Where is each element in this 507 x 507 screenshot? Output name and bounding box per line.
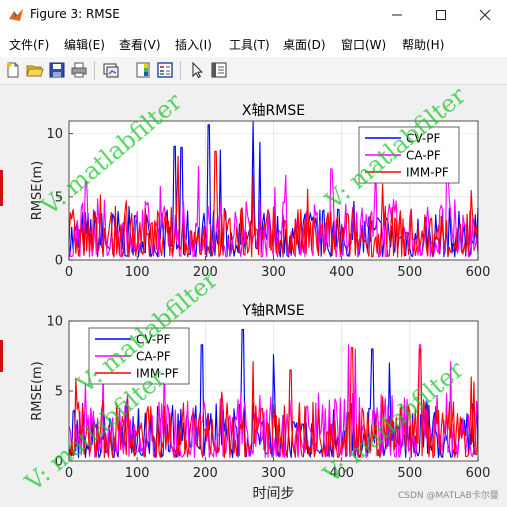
title-bar: Figure 3: RMSE xyxy=(0,0,507,30)
menu-view[interactable]: 查看(V) xyxy=(119,38,161,52)
x-tick-label: 100 xyxy=(125,265,150,280)
x-tick-label: 0 xyxy=(65,265,73,280)
axes-2: 0 100 200 300 400 500 600 0 5 10 Y轴RMSE RMSE(m) 时间步 C… xyxy=(30,303,490,502)
property-inspector-icon[interactable] xyxy=(210,61,228,79)
y-tick-label: 0 xyxy=(55,254,63,269)
menu-window[interactable]: 窗口(W) xyxy=(341,38,387,52)
y-tick-label: 10 xyxy=(46,315,63,330)
x-tick-label: 600 xyxy=(466,466,491,481)
save-icon[interactable] xyxy=(48,61,66,79)
x-tick-label: 500 xyxy=(397,265,422,280)
legend-label: CV-PF xyxy=(136,333,170,347)
y-tick-label: 0 xyxy=(55,455,63,470)
matlab-figure-icon xyxy=(9,9,23,21)
legend: CV-PF CA-PF IMM-PF xyxy=(358,126,460,184)
x-tick-label: 0 xyxy=(65,466,73,481)
edit-plot-icon[interactable] xyxy=(188,61,206,79)
x-tick-label: 300 xyxy=(261,466,286,481)
legend: CV-PF CA-PF IMM-PF xyxy=(88,327,190,385)
x-tick-label: 500 xyxy=(397,466,422,481)
x-tick-label: 400 xyxy=(329,466,354,481)
edge-artifact xyxy=(0,340,3,372)
menu-bar: 文件(F) 编辑(E) 查看(V) 插入(I) 工具(T) 桌面(D) 窗口(W… xyxy=(0,30,507,57)
menu-help[interactable]: 帮助(H) xyxy=(402,38,445,52)
menu-edit[interactable]: 编辑(E) xyxy=(64,38,105,52)
axes-title: X轴RMSE xyxy=(242,103,305,119)
series-line-ca-pf xyxy=(68,344,479,459)
csdn-footer: CSDN @MATLAB卡尔曼 xyxy=(398,491,499,501)
insert-colorbar-icon[interactable] xyxy=(134,61,152,79)
edge-artifact xyxy=(0,170,3,206)
series-line-imm-pf xyxy=(68,347,479,459)
close-icon[interactable] xyxy=(463,0,507,30)
y-tick-label: 5 xyxy=(55,190,63,205)
y-axis-label: RMSE(m) xyxy=(30,161,45,221)
series-line-imm-pf xyxy=(68,150,479,258)
maximize-icon[interactable] xyxy=(419,0,463,30)
y-tick-label: 5 xyxy=(55,385,63,400)
x-tick-label: 100 xyxy=(125,466,150,481)
x-tick-label: 200 xyxy=(193,265,218,280)
insert-legend-icon[interactable] xyxy=(156,61,174,79)
toolbar-separator xyxy=(180,61,181,80)
x-tick-label: 400 xyxy=(329,265,354,280)
rmse-plots: 0 100 200 300 400 500 6000510X轴RMSERMSE(m)CV-P… xyxy=(30,103,490,502)
legend-label: CA-PF xyxy=(406,149,441,163)
axes-title: Y轴RMSE xyxy=(241,303,304,319)
axes-1: 0 100 200 300 400 500 600 0 5 10 X轴RMSE RMSE(m) CV-P… xyxy=(30,103,490,280)
figure-canvas: 0 100 200 300 400 500 600 0 5 10 X轴RMSE RMSE(m) CV-P… xyxy=(0,81,507,507)
x-axis-label: 时间步 xyxy=(253,486,295,502)
link-plot-icon[interactable] xyxy=(102,61,120,79)
toolbar-separator xyxy=(94,61,95,80)
legend-label: IMM-PF xyxy=(136,367,179,381)
menu-file[interactable]: 文件(F) xyxy=(9,38,50,52)
legend-label: CV-PF xyxy=(406,132,440,146)
minimize-icon[interactable] xyxy=(375,0,419,30)
toolbar xyxy=(0,57,507,85)
menu-tools[interactable]: 工具(T) xyxy=(229,38,270,52)
legend-label: IMM-PF xyxy=(406,166,449,180)
legend-label: CA-PF xyxy=(136,350,171,364)
x-tick-label: 200 xyxy=(193,466,218,481)
print-icon[interactable] xyxy=(70,61,88,79)
open-file-icon[interactable] xyxy=(26,61,44,79)
new-figure-icon[interactable] xyxy=(4,61,22,79)
window-title: Figure 3: RMSE xyxy=(30,7,120,21)
y-axis-label: RMSE(m) xyxy=(30,361,45,421)
x-tick-label: 300 xyxy=(261,265,286,280)
x-tick-label: 600 xyxy=(466,265,491,280)
menu-desktop[interactable]: 桌面(D) xyxy=(283,38,326,52)
y-tick-label: 10 xyxy=(46,127,63,142)
menu-insert[interactable]: 插入(I) xyxy=(175,38,212,52)
